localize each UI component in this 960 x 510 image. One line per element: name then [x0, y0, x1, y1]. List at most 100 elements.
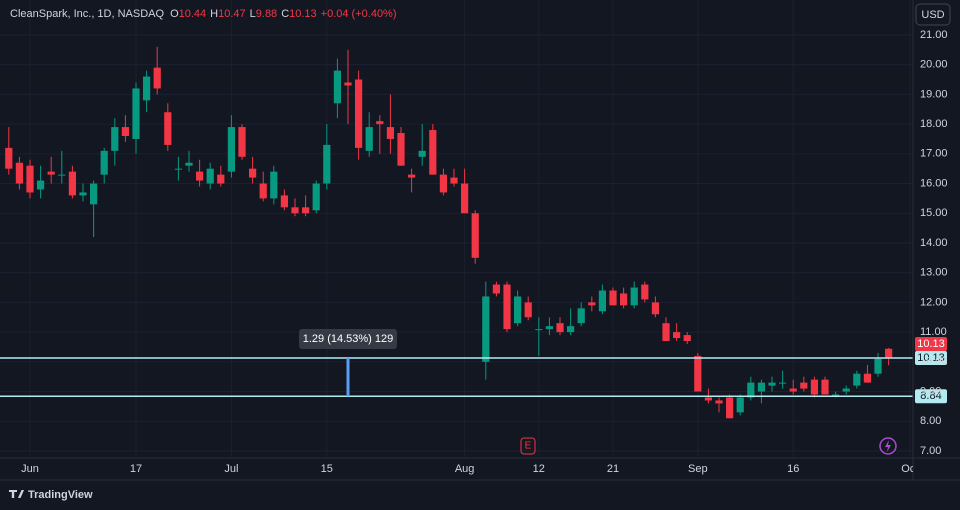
candle-body	[259, 183, 267, 199]
candle-body	[641, 284, 649, 300]
close: 10.13	[289, 8, 317, 20]
candle-body	[68, 171, 76, 196]
x-tick-label: 15	[321, 463, 333, 475]
candle-body	[673, 332, 681, 339]
candle-body	[863, 373, 872, 383]
candle-body	[779, 382, 787, 384]
x-tick-label: Jul	[224, 463, 238, 475]
y-tick-label: 20.00	[920, 59, 948, 71]
candle-body	[132, 88, 140, 139]
y-tick-label: 18.00	[920, 118, 948, 130]
candle-body	[164, 112, 172, 145]
candle-body	[492, 284, 501, 294]
candle-body	[355, 79, 363, 148]
candle-body	[609, 290, 617, 306]
candle-body	[514, 296, 522, 324]
price-tag	[915, 350, 947, 365]
y-tick-label: 10.00	[920, 356, 948, 368]
y-tick-label: 17.00	[920, 148, 948, 160]
candle-body	[556, 323, 564, 333]
lightning-circle	[879, 437, 897, 455]
candle-body	[588, 302, 596, 306]
candle-body	[174, 168, 183, 170]
candle-body	[143, 76, 151, 101]
candle-body	[90, 183, 98, 205]
candle-body	[482, 296, 490, 362]
candle-body	[683, 335, 691, 342]
x-tick-label: 12	[533, 463, 545, 475]
candle-body	[832, 394, 840, 396]
high: 10.47	[218, 8, 246, 20]
candle-body	[376, 121, 384, 125]
candle-body	[227, 127, 236, 172]
candle-body	[747, 382, 755, 398]
currency[interactable]: USD	[921, 9, 944, 21]
symbol: CleanSpark, Inc., 1D, NASDAQ	[10, 8, 165, 20]
currency-button[interactable]	[915, 3, 951, 26]
candle-body	[291, 207, 299, 214]
y-tick-label: 8.00	[920, 415, 941, 427]
candle-body	[651, 302, 660, 315]
low-label: L	[250, 8, 256, 20]
candle-body	[323, 144, 331, 184]
candle-body	[5, 147, 13, 169]
low: 9.88	[256, 8, 277, 20]
candle-body	[397, 133, 405, 166]
overlays: 10.13 8.84 10.13 1.29 (14.53%) 129 E	[0, 328, 947, 455]
y-tick-label: 7.00	[920, 445, 941, 457]
y-tick-label: 19.00	[920, 88, 948, 100]
price-tag-label: 8.84	[920, 390, 941, 402]
candle-body	[768, 382, 776, 386]
last-price-tag	[915, 336, 947, 351]
candle-body	[503, 284, 511, 330]
candle-body	[280, 195, 289, 208]
candle-body	[598, 290, 607, 312]
candle-body	[302, 207, 310, 214]
brand-logo: TradingView	[9, 489, 93, 501]
price-axis: 7.00 8.00 9.00 10.00 11.00 12.00 13.00 14.00 15.…	[920, 29, 948, 457]
candle-body	[365, 127, 373, 151]
y-tick-label: 9.00	[920, 385, 941, 397]
candle-body	[206, 168, 214, 184]
candle-body	[577, 308, 585, 324]
price-tag-label: 10.13	[917, 352, 945, 364]
y-tick-label: 11.00	[920, 326, 947, 338]
open: 10.44	[179, 8, 207, 20]
candle-body	[885, 348, 893, 358]
x-tick-label: 16	[787, 463, 799, 475]
earnings-box	[520, 437, 536, 455]
candle-body	[450, 177, 458, 184]
candle-body	[344, 82, 352, 86]
brand: TradingView	[28, 489, 93, 501]
candle-body	[704, 397, 713, 401]
candle-body	[58, 174, 66, 176]
candle-body	[842, 388, 850, 392]
x-tick-label: Aug	[455, 463, 475, 475]
legend: CleanSpark, Inc., 1D, NASDAQ O10.44 H10.47…	[10, 8, 397, 20]
candle-body	[800, 382, 808, 389]
candle-body	[333, 70, 342, 104]
candle-body	[408, 174, 416, 178]
candle-body	[15, 162, 23, 184]
candle-body	[620, 293, 628, 306]
measure-box	[299, 328, 397, 349]
candle-body	[429, 130, 437, 175]
candle-body	[471, 213, 479, 258]
candle-body	[524, 302, 532, 318]
y-tick-label: 15.00	[920, 207, 948, 219]
candle-body	[662, 323, 670, 342]
candle-body	[439, 174, 448, 193]
candle-body	[461, 183, 469, 214]
candle-body	[196, 171, 204, 181]
lightning-bolt	[885, 440, 891, 452]
candle-body	[111, 127, 119, 151]
candle-body	[789, 388, 797, 392]
time-axis: Jun 17 Jul 15 Aug 12 21 Sep 16 Oct	[21, 463, 913, 475]
candle-body	[217, 174, 225, 184]
last-price-label: 10.13	[917, 338, 945, 350]
candle-body	[630, 287, 638, 306]
open-label: O	[170, 8, 179, 20]
candle-body	[535, 329, 543, 331]
candle-body	[694, 355, 702, 392]
